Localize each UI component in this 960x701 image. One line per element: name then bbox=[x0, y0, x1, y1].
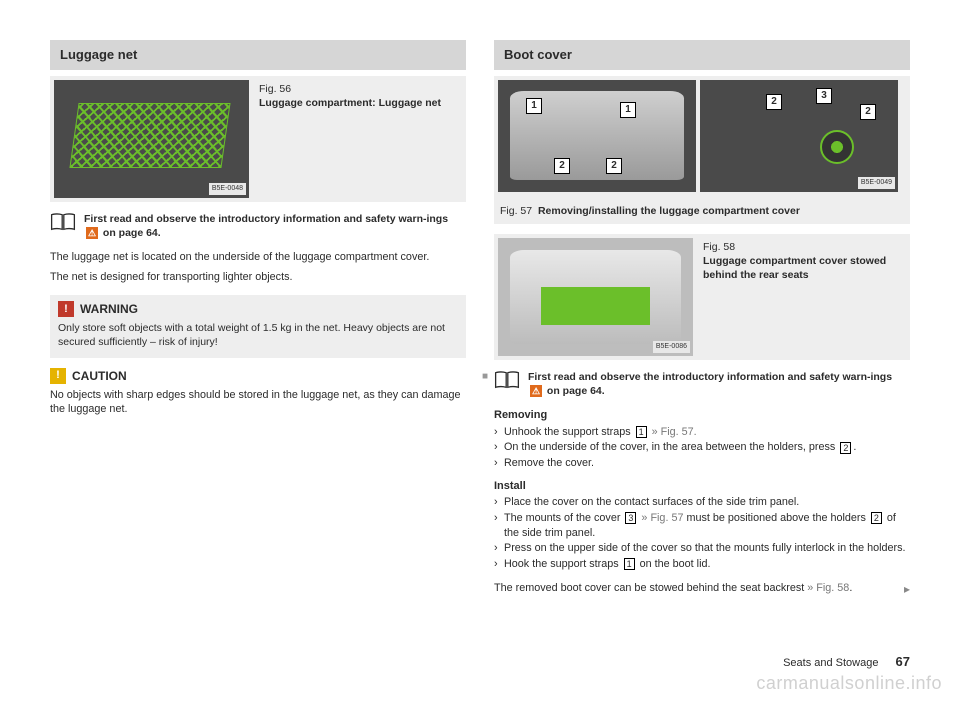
caution-label: CAUTION bbox=[72, 368, 127, 384]
watermark: carmanualsonline.info bbox=[756, 671, 942, 695]
manual-page: Luggage net B5E-0048 Fig. 56 Luggage com… bbox=[0, 0, 960, 632]
book-icon bbox=[50, 212, 76, 232]
warning-heading: ! WARNING bbox=[58, 301, 458, 317]
callout-1: 1 bbox=[526, 98, 542, 114]
page-footer: Seats and Stowage 67 bbox=[783, 653, 910, 671]
figure-57-code: B5E-0049 bbox=[858, 177, 895, 188]
figure-56-number: Fig. 56 bbox=[259, 82, 441, 96]
removing-heading: Removing bbox=[494, 408, 910, 423]
warning-body: Only store soft objects with a total wei… bbox=[58, 321, 458, 349]
figure-56-code: B5E-0048 bbox=[209, 183, 246, 194]
figure-57-number: Fig. 57 bbox=[500, 205, 532, 217]
figure-58-block: B5E-0086 Fig. 58 Luggage compartment cov… bbox=[494, 234, 910, 360]
ref-2: 2 bbox=[840, 442, 851, 454]
warning-badge-icon: ⚠ bbox=[530, 385, 542, 397]
ref-1: 1 bbox=[636, 426, 647, 438]
figure-57-block: 1 1 2 2 2 3 2 B5E-0049 Fig. 57 Removing/… bbox=[494, 76, 910, 224]
step: Hook the support straps 1 on the boot li… bbox=[494, 557, 910, 572]
callout-1: 1 bbox=[620, 102, 636, 118]
warning-box: ! WARNING Only store soft objects with a… bbox=[50, 295, 466, 358]
read-first-block: First read and observe the introductory … bbox=[50, 212, 466, 240]
figure-56-title: Luggage compartment: Luggage net bbox=[259, 97, 441, 109]
figure-56-block: B5E-0048 Fig. 56 Luggage compartment: Lu… bbox=[50, 76, 466, 202]
tail-paragraph: The removed boot cover can be stowed beh… bbox=[494, 581, 910, 596]
figure-57-title: Removing/installing the luggage compartm… bbox=[538, 205, 800, 217]
step: On the underside of the cover, in the ar… bbox=[494, 440, 910, 455]
callout-2: 2 bbox=[554, 158, 570, 174]
callout-2: 2 bbox=[606, 158, 622, 174]
paragraph: The net is designed for transporting lig… bbox=[50, 270, 466, 285]
figure-58-title: Luggage compartment cover stowed behind … bbox=[703, 255, 886, 281]
section-header-luggage-net: Luggage net bbox=[50, 40, 466, 70]
caution-body: No objects with sharp edges should be st… bbox=[50, 388, 466, 417]
warning-icon: ! bbox=[58, 301, 74, 317]
callout-2: 2 bbox=[860, 104, 876, 120]
warning-badge-icon: ⚠ bbox=[86, 227, 98, 239]
caution-heading: ! CAUTION bbox=[50, 368, 466, 384]
step: Unhook the support straps 1 » Fig. 57. bbox=[494, 425, 910, 440]
footer-section: Seats and Stowage bbox=[783, 657, 878, 669]
figure-57-image-left: 1 1 2 2 bbox=[498, 80, 696, 192]
section-header-boot-cover: Boot cover bbox=[494, 40, 910, 70]
figure-58-caption: Fig. 58 Luggage compartment cover stowed… bbox=[703, 238, 906, 356]
read-first-text: First read and observe the introductory … bbox=[528, 370, 910, 398]
read-first-text: First read and observe the introductory … bbox=[84, 212, 466, 240]
read-first-block: First read and observe the introductory … bbox=[494, 370, 910, 398]
ref-2: 2 bbox=[871, 512, 882, 524]
figure-56-image: B5E-0048 bbox=[54, 80, 249, 198]
paragraph: The luggage net is located on the unders… bbox=[50, 250, 466, 265]
step: Place the cover on the contact surfaces … bbox=[494, 495, 910, 510]
figure-56-caption: Fig. 56 Luggage compartment: Luggage net bbox=[259, 80, 441, 198]
step: Remove the cover. bbox=[494, 456, 910, 471]
continue-marker-icon: ▸ bbox=[904, 581, 910, 597]
page-number: 67 bbox=[896, 654, 910, 669]
ref-1: 1 bbox=[624, 558, 635, 570]
figure-58-code: B5E-0086 bbox=[653, 341, 690, 352]
callout-3: 3 bbox=[816, 88, 832, 104]
book-icon bbox=[494, 370, 520, 390]
step: The mounts of the cover 3 » Fig. 57 must… bbox=[494, 511, 910, 540]
square-bullet-icon: ■ bbox=[482, 370, 488, 384]
caution-icon: ! bbox=[50, 368, 66, 384]
caution-block: ! CAUTION No objects with sharp edges sh… bbox=[50, 368, 466, 417]
step: Press on the upper side of the cover so … bbox=[494, 541, 910, 556]
right-column: Boot cover 1 1 2 2 2 3 2 B5E-0049 bbox=[494, 40, 910, 602]
figure-57-image-right: 2 3 2 B5E-0049 bbox=[700, 80, 898, 192]
figure-58-image: B5E-0086 bbox=[498, 238, 693, 356]
warning-label: WARNING bbox=[80, 301, 138, 317]
callout-2: 2 bbox=[766, 94, 782, 110]
left-column: Luggage net B5E-0048 Fig. 56 Luggage com… bbox=[50, 40, 466, 602]
ref-3: 3 bbox=[625, 512, 636, 524]
figure-57-caption: Fig. 57 Removing/installing the luggage … bbox=[498, 202, 906, 220]
install-heading: Install bbox=[494, 479, 910, 494]
figure-58-number: Fig. 58 bbox=[703, 240, 906, 254]
